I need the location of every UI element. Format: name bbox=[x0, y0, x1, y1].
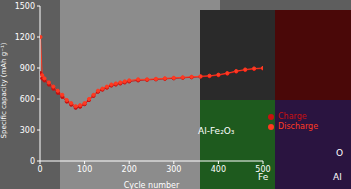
svg-text:Cycle number: Cycle number bbox=[124, 181, 180, 189]
svg-text:600: 600 bbox=[20, 95, 35, 104]
svg-text:Specific capacity (mAh g⁻¹): Specific capacity (mAh g⁻¹) bbox=[8, 42, 9, 138]
svg-text:900: 900 bbox=[20, 64, 35, 73]
svg-text:1200: 1200 bbox=[15, 33, 35, 42]
svg-text:300: 300 bbox=[20, 126, 35, 135]
html-text:Al: Al bbox=[333, 172, 342, 182]
html-text:Al-Fe₂O₃: Al-Fe₂O₃ bbox=[198, 126, 235, 136]
html-text:O: O bbox=[336, 148, 344, 158]
svg-text:300: 300 bbox=[166, 165, 181, 174]
html-text:Fe: Fe bbox=[258, 172, 269, 182]
svg-text:0: 0 bbox=[30, 157, 35, 166]
svg-text:100: 100 bbox=[77, 165, 92, 174]
svg-text:400: 400 bbox=[211, 165, 226, 174]
svg-text:1500: 1500 bbox=[15, 2, 35, 11]
html-text:Charge: Charge bbox=[278, 112, 307, 121]
html-text:Discharge: Discharge bbox=[278, 122, 319, 131]
svg-text:500: 500 bbox=[255, 164, 271, 174]
svg-text:0: 0 bbox=[37, 165, 42, 174]
svg-text:200: 200 bbox=[122, 165, 137, 174]
